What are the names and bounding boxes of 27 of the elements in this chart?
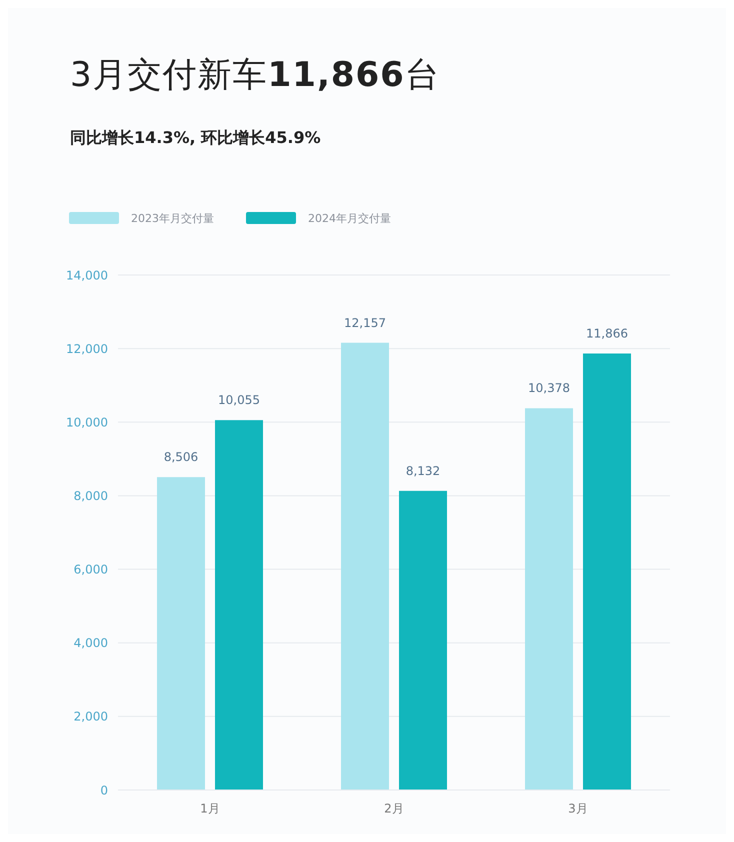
x-tick-label: 1月 [200,802,220,816]
data-label: 10,378 [528,381,570,396]
x-tick-label: 2月 [384,802,404,816]
y-tick-label: 8,000 [74,488,108,503]
bar [525,408,573,790]
y-tick-label: 6,000 [74,562,108,577]
y-tick-label: 14,000 [66,268,108,282]
y-tick-label: 12,000 [66,342,108,356]
legend-label: 2023年月交付量 [131,210,214,226]
data-label: 12,157 [344,316,386,330]
bar [215,420,263,790]
bar [583,354,631,790]
y-tick-label: 4,000 [74,636,108,650]
chart-title: 3月交付新车11,866台 [70,55,440,95]
legend-label: 2024年月交付量 [308,210,391,226]
bar [341,342,389,790]
y-tick-label: 2,000 [74,710,108,724]
data-label: 8,506 [164,450,198,464]
bar [157,477,205,790]
y-tick-label: 0 [100,783,108,798]
data-label: 8,132 [406,464,440,478]
data-label: 10,055 [218,393,260,408]
y-tick-label: 10,000 [66,415,108,430]
chart-subtitle: 同比增长14.3%, 环比增长45.9% [70,128,321,149]
data-label: 11,866 [586,326,628,340]
bar [399,490,447,790]
x-tick-label: 3月 [568,802,588,816]
